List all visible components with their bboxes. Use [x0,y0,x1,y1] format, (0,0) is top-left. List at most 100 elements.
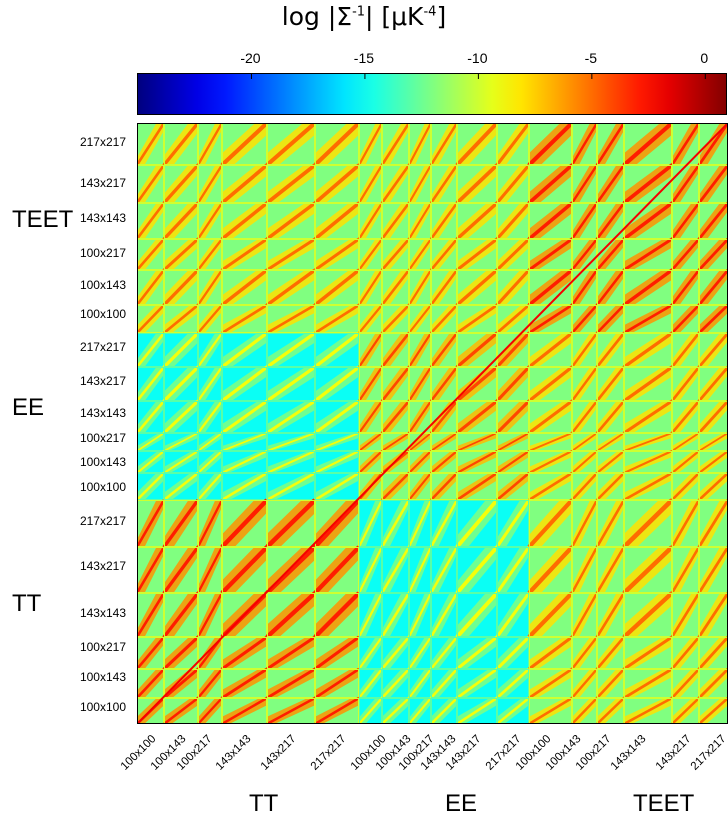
heatmap-block-diagonal [358,432,383,452]
heatmap-block [571,668,598,699]
heatmap-block [527,498,574,549]
heatmap-block-diagonal [162,499,200,548]
heatmap-block [595,592,626,638]
heatmap-block [430,400,458,434]
heatmap-block [380,123,411,166]
row-label: 217x217 [79,514,126,528]
heatmap-block-diagonal [527,545,574,595]
heatmap-block [380,546,411,594]
heatmap-block-edge [164,451,198,473]
heatmap-block-edge [267,239,315,270]
heatmap-block [670,499,701,548]
heatmap-block [570,592,599,638]
heatmap-block [381,432,410,452]
heatmap-block [162,237,200,272]
heatmap-block-diagonal [623,667,673,700]
heatmap-block-diagonal [137,499,166,548]
heatmap-block-edge [497,305,529,333]
heatmap-block-diagonal [408,332,432,368]
heatmap-block-diagonal [163,696,199,724]
heatmap-block-edge [529,367,572,401]
heatmap-block-diagonal [429,546,459,594]
heatmap-block-edge [497,451,529,473]
heatmap-block-diagonal [528,432,573,452]
heatmap-block-edge [164,401,198,433]
heatmap-block-diagonal [266,365,316,403]
heatmap-block-diagonal [670,636,701,670]
heatmap-block-edge [222,593,267,637]
heatmap-block-diagonal [595,123,626,166]
heatmap-block-diagonal [456,450,498,474]
heatmap-block-diagonal [314,696,360,724]
heatmap-block [358,164,383,204]
heatmap-block [570,202,599,240]
heatmap-block [495,163,531,205]
heatmap-block [456,667,498,700]
heatmap-block-edge [267,270,315,305]
row-label: 100x143 [79,278,126,292]
heatmap-block-diagonal [266,237,316,272]
heatmap-block-diagonal [196,499,224,548]
heatmap-block [571,450,598,474]
heatmap-block [265,163,317,205]
heatmap-block-edge [222,500,267,547]
heatmap-block-diagonal [455,268,499,307]
heatmap-block-diagonal [162,123,200,167]
heatmap-block-diagonal [163,432,199,452]
heatmap-block-diagonal [623,471,673,502]
heatmap-block-edge [624,547,672,593]
heatmap-block-edge [382,165,409,203]
heatmap-block [408,450,432,474]
heatmap-block-diagonal [430,304,458,334]
heatmap-block [571,366,598,402]
heatmap-block [698,472,728,501]
heatmap-block-edge [164,239,198,270]
heatmap-block-edge [457,637,497,669]
heatmap-block-diagonal [455,365,499,403]
heatmap-block-diagonal [528,696,573,724]
heatmap-block [358,400,383,434]
heatmap-block [137,269,166,306]
heatmap-block [595,400,626,434]
heatmap-block [429,546,459,594]
heatmap-block-diagonal [528,471,573,502]
heatmap-block-edge [497,333,529,367]
heatmap-block-diagonal [430,472,458,501]
heatmap-block-edge [409,669,431,698]
heatmap-block-edge [164,305,198,333]
heatmap-block-edge [572,593,597,637]
heatmap-block [697,366,728,402]
heatmap-block-diagonal [408,472,432,501]
heatmap-block-diagonal [137,400,166,434]
heatmap-block [697,636,728,670]
heatmap-block-diagonal [671,668,700,699]
heatmap-block-diagonal [456,237,498,272]
heatmap-block [528,450,573,474]
heatmap-block-edge [431,401,457,433]
heatmap-block [265,498,317,549]
heatmap-block-diagonal [456,432,498,452]
heatmap-block-edge [497,203,529,239]
heatmap-block-diagonal [527,331,574,369]
heatmap-block [430,697,458,724]
heatmap-block [163,471,199,502]
heatmap-block-edge [529,239,572,270]
heatmap-block-edge [672,401,699,433]
heatmap-block [196,499,224,548]
heatmap-block-edge [382,270,409,305]
heatmap-block-diagonal [197,400,223,434]
heatmap-block-diagonal [697,332,728,368]
heatmap-block-diagonal [266,471,316,502]
heatmap-block-diagonal [380,332,411,368]
heatmap-block-diagonal [456,399,498,435]
heatmap-block-edge [267,451,315,473]
heatmap-block-diagonal [698,697,728,724]
heatmap-block-diagonal [527,201,574,241]
heatmap-block [527,591,574,639]
heatmap-block-diagonal [408,668,432,699]
heatmap-block-edge [409,165,431,203]
heatmap-block-diagonal [265,591,317,639]
heatmap-block [697,269,728,306]
heatmap-block-diagonal [571,450,598,474]
heatmap-block-edge [624,500,672,547]
